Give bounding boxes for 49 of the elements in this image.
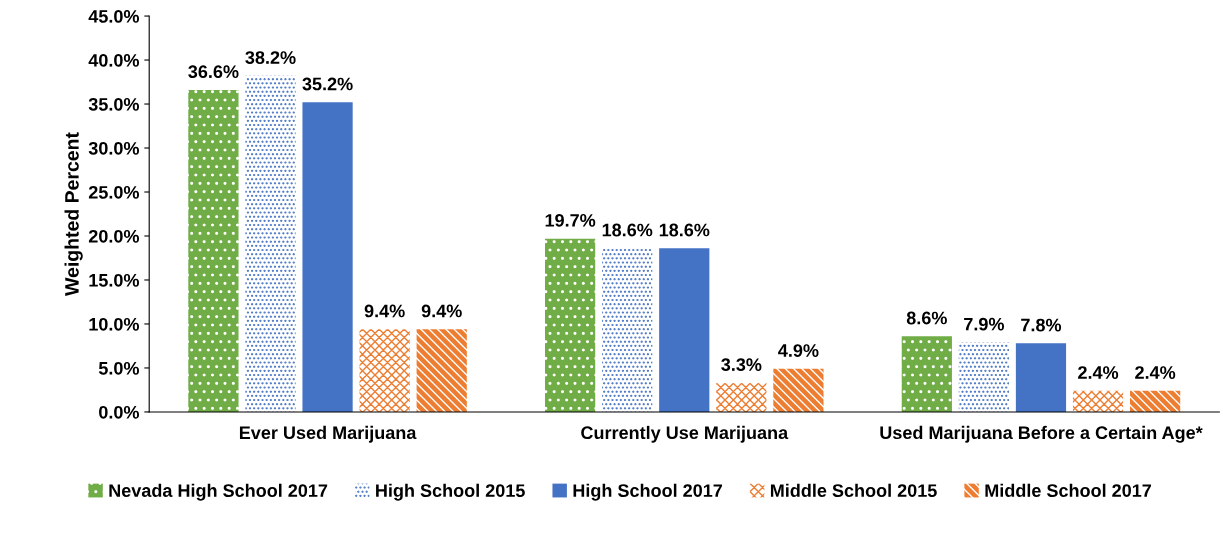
x-tick-label: Used Marijuana Before a Certain Age* xyxy=(880,425,1203,443)
y-axis-title: Weighted Percent xyxy=(64,132,83,296)
bar xyxy=(1130,390,1181,412)
bar xyxy=(901,336,952,412)
bar xyxy=(773,368,824,412)
data-label: 2.4% xyxy=(1078,366,1119,379)
legend-label: Middle School 2017 xyxy=(985,483,1152,497)
data-label: 8.6% xyxy=(906,311,947,325)
legend-label: High School 2017 xyxy=(573,483,723,501)
data-label: 7.8% xyxy=(1021,318,1062,332)
data-label: 19.7% xyxy=(545,213,596,227)
data-label: 35.2% xyxy=(302,77,353,91)
bar xyxy=(602,248,653,412)
bar xyxy=(958,342,1010,412)
data-label: 36.6% xyxy=(188,65,239,79)
y-tick-label: 20.0% xyxy=(88,229,140,243)
bar xyxy=(716,382,767,412)
y-tick-label: 0.0% xyxy=(99,405,140,419)
data-label: 7.9% xyxy=(964,317,1005,331)
data-label: 18.6% xyxy=(659,223,710,237)
bar xyxy=(245,75,296,412)
y-tick-label: 40.0% xyxy=(88,53,140,67)
x-tick-label: Ever Used Marijuana xyxy=(239,425,417,443)
data-label: 38.2% xyxy=(245,51,296,64)
y-tick-label: 5.0% xyxy=(98,361,140,375)
data-label: 18.6% xyxy=(602,223,653,237)
legend-label: Nevada High School 2017 xyxy=(109,483,328,501)
data-label: 9.4% xyxy=(364,304,405,318)
y-tick-label: 45.0% xyxy=(88,9,140,23)
bar xyxy=(659,248,710,412)
data-label: 3.3% xyxy=(721,358,762,372)
data-label: 4.9% xyxy=(778,344,819,357)
bar xyxy=(1015,343,1067,412)
y-tick-label: 30.0% xyxy=(88,141,140,155)
bar xyxy=(1072,390,1124,412)
y-tick-label: 25.0% xyxy=(88,185,140,199)
legend-label: High School 2015 xyxy=(376,483,525,501)
y-tick-label: 10.0% xyxy=(89,317,140,331)
bar xyxy=(188,89,239,412)
legend-label: Middle School 2015 xyxy=(770,483,937,497)
data-label: 9.4% xyxy=(421,304,462,318)
bar xyxy=(545,238,596,412)
y-tick-label: 15.0% xyxy=(89,273,140,287)
data-label: 2.4% xyxy=(1135,366,1176,379)
bar xyxy=(359,329,410,412)
y-tick-label: 35.0% xyxy=(88,97,140,111)
x-tick-label: Currently Use Marijuana xyxy=(581,425,789,443)
bar xyxy=(302,102,353,412)
bar xyxy=(416,329,467,412)
